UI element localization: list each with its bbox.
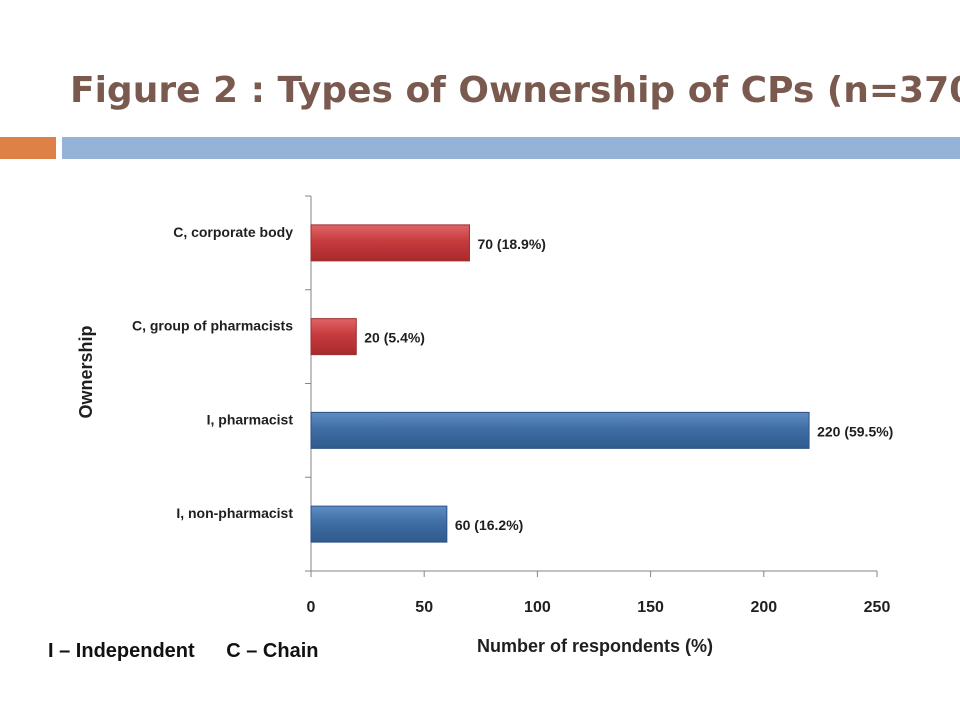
slide-title: Figure 2 : Types of Ownership of CPs (n=…	[70, 70, 960, 111]
accent-bar-orange	[0, 137, 56, 159]
data-label: 60 (16.2%)	[455, 517, 523, 533]
category-label: I, non-pharmacist	[176, 505, 293, 521]
bar	[310, 505, 448, 543]
x-axis-title: Number of respondents (%)	[477, 636, 713, 656]
legend-independent: I – Independent	[48, 640, 195, 662]
x-tick-label: 150	[637, 599, 664, 616]
data-label: 70 (18.9%)	[477, 236, 545, 252]
legend-chain: C – Chain	[226, 640, 319, 662]
x-tick-label: 200	[750, 599, 777, 616]
accent-bar-blue	[62, 137, 960, 159]
x-tick-label: 0	[307, 599, 316, 616]
abbreviation-legend: I – Independent C – Chain	[48, 640, 345, 663]
category-label: C, corporate body	[173, 224, 293, 240]
x-tick-label: 100	[524, 599, 551, 616]
x-tick-label: 250	[864, 599, 891, 616]
category-label: I, pharmacist	[207, 411, 294, 427]
x-tick-label: 50	[415, 599, 433, 616]
data-label: 220 (59.5%)	[817, 423, 893, 439]
y-axis-title: Ownership	[76, 325, 96, 418]
bar	[310, 318, 357, 356]
data-label: 20 (5.4%)	[364, 330, 425, 346]
bar	[310, 411, 810, 449]
category-label: C, group of pharmacists	[132, 318, 293, 334]
bar	[310, 224, 470, 262]
